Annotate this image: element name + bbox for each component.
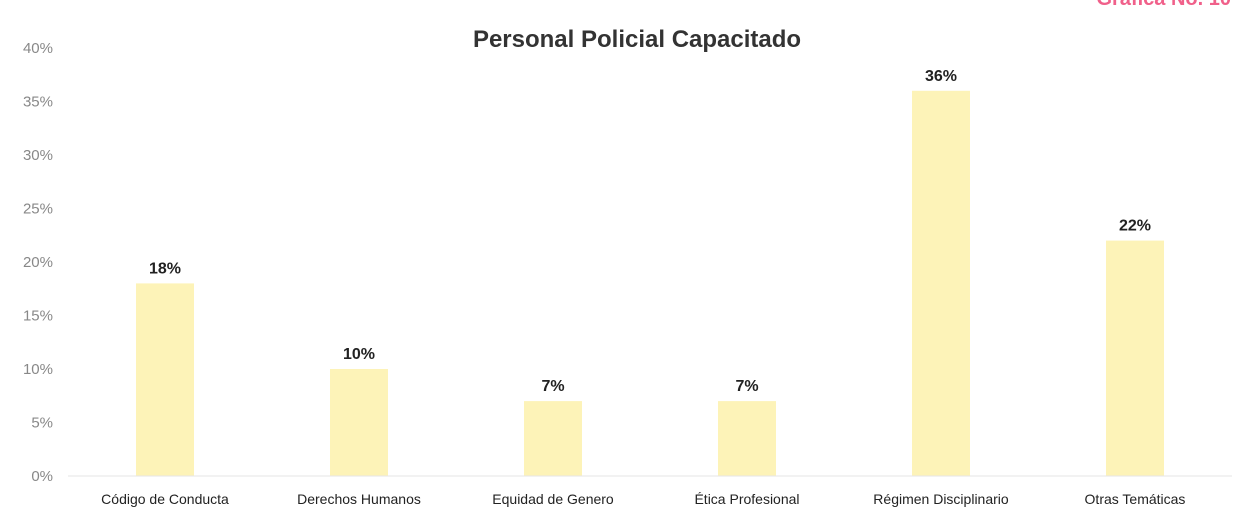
bar [718,401,776,476]
y-tick-label: 5% [31,415,53,432]
data-labels: 18% 10% 7% 7% 36% 22% [149,68,1151,395]
y-tick-label: 10% [23,361,53,378]
data-label: 22% [1119,218,1151,235]
x-tick-label: Régimen Disciplinario [873,491,1009,507]
y-tick-label: 30% [23,147,53,164]
y-tick-label: 40% [23,40,53,57]
y-tick-label: 25% [23,201,53,218]
data-label: 18% [149,260,181,277]
x-tick-label: Derechos Humanos [297,491,421,507]
data-label: 7% [735,378,758,395]
x-tick-label: Otras Temáticas [1085,491,1186,507]
x-tick-label: Equidad de Genero [492,491,614,507]
y-tick-label: 0% [31,468,53,485]
y-axis: 0% 5% 10% 15% 20% 25% 30% 35% 40% [23,40,53,485]
x-axis: Código de Conducta Derechos Humanos Equida… [68,475,1232,507]
y-tick-label: 35% [23,94,53,111]
bar [1106,240,1164,476]
bar [136,283,194,476]
data-label: 10% [343,346,375,363]
bars [136,90,1164,477]
y-tick-label: 20% [23,254,53,271]
x-tick-label: Ética Profesional [694,491,799,507]
bar [330,369,388,476]
data-label: 7% [541,378,564,395]
bar [912,90,970,477]
y-tick-label: 15% [23,308,53,325]
bar [524,401,582,476]
x-tick-label: Código de Conducta [101,491,229,507]
data-label: 36% [925,68,957,85]
page-reference: Gráfica No. 10 [1096,0,1231,11]
chart-title: Personal Policial Capacitado [473,26,801,53]
